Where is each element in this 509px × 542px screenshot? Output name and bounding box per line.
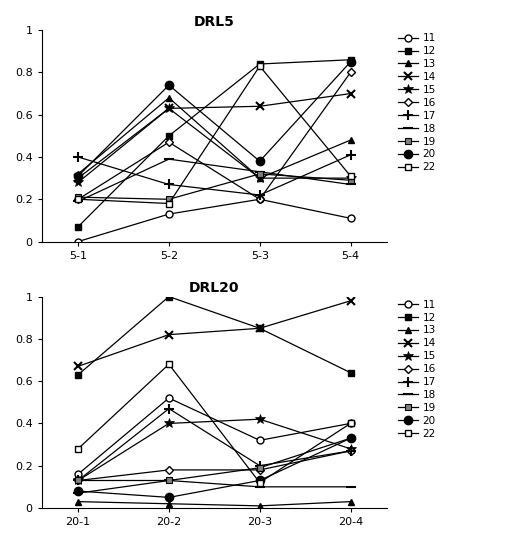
Title: DRL5: DRL5 [194, 15, 235, 29]
Legend: 11, 12, 13, 14, 15, 16, 17, 18, 19, 20, 22: 11, 12, 13, 14, 15, 16, 17, 18, 19, 20, … [395, 31, 438, 175]
Legend: 11, 12, 13, 14, 15, 16, 17, 18, 19, 20, 22: 11, 12, 13, 14, 15, 16, 17, 18, 19, 20, … [395, 298, 438, 441]
Title: DRL20: DRL20 [189, 281, 240, 295]
